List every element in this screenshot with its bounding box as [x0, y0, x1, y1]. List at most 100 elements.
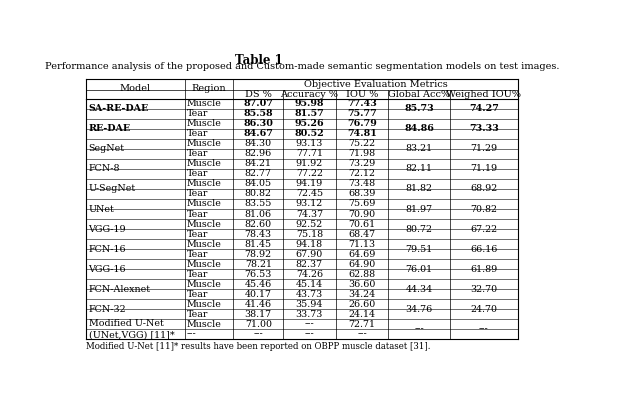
Text: 74.26: 74.26	[296, 269, 323, 278]
Text: 81.97: 81.97	[406, 204, 433, 214]
Text: 43.73: 43.73	[296, 290, 323, 299]
Text: FCN-8: FCN-8	[88, 164, 120, 173]
Text: Tear: Tear	[187, 269, 209, 278]
Text: 44.34: 44.34	[406, 284, 433, 293]
Text: Modified U-Net
(UNet,VGG) [11]*: Modified U-Net (UNet,VGG) [11]*	[88, 319, 174, 339]
Text: 74.81: 74.81	[347, 129, 377, 138]
Text: ---: ---	[414, 325, 424, 334]
Text: 81.82: 81.82	[406, 184, 433, 193]
Text: 36.60: 36.60	[348, 280, 376, 289]
Text: 67.90: 67.90	[296, 249, 323, 258]
Text: 84.86: 84.86	[404, 125, 434, 133]
Text: SA-RE-DAE: SA-RE-DAE	[88, 105, 148, 114]
Text: Tear: Tear	[187, 109, 209, 118]
Text: Muscle: Muscle	[187, 280, 222, 289]
Text: 93.12: 93.12	[296, 199, 323, 208]
Text: 71.00: 71.00	[244, 319, 272, 328]
Text: 79.51: 79.51	[405, 245, 433, 254]
Text: 45.46: 45.46	[244, 280, 272, 289]
Text: 82.77: 82.77	[244, 169, 272, 178]
Text: 64.69: 64.69	[348, 249, 376, 258]
Text: 71.13: 71.13	[349, 240, 376, 249]
Text: 81.57: 81.57	[294, 109, 324, 118]
Text: 83.21: 83.21	[406, 144, 433, 153]
Text: 61.89: 61.89	[470, 265, 497, 274]
Text: 68.92: 68.92	[470, 184, 497, 193]
Text: FCN-Alexnet: FCN-Alexnet	[88, 284, 150, 293]
Text: ---: ---	[305, 330, 314, 339]
Text: 82.37: 82.37	[296, 260, 323, 269]
Text: Muscle: Muscle	[187, 219, 222, 228]
Text: 81.45: 81.45	[244, 240, 272, 249]
Text: 73.33: 73.33	[469, 125, 499, 133]
Text: 71.29: 71.29	[470, 144, 497, 153]
Text: 76.79: 76.79	[348, 119, 377, 129]
Text: Tear: Tear	[187, 149, 209, 158]
Text: 76.53: 76.53	[244, 269, 272, 278]
Text: 41.46: 41.46	[244, 300, 272, 309]
Text: 73.48: 73.48	[349, 179, 376, 188]
Text: IOU %: IOU %	[346, 90, 378, 99]
Text: 95.26: 95.26	[294, 119, 324, 129]
Text: 86.30: 86.30	[243, 119, 273, 129]
Text: 26.60: 26.60	[348, 300, 376, 309]
Text: RE-DAE: RE-DAE	[88, 125, 131, 133]
Text: Weighed IOU%: Weighed IOU%	[446, 90, 521, 99]
Text: Tear: Tear	[187, 249, 209, 258]
Text: 75.77: 75.77	[348, 109, 377, 118]
Text: 80.52: 80.52	[294, 129, 324, 138]
Text: 73.29: 73.29	[348, 160, 376, 168]
Text: 74.37: 74.37	[296, 210, 323, 219]
Text: 74.27: 74.27	[469, 105, 499, 114]
Text: Tear: Tear	[187, 230, 209, 239]
Text: ---: ---	[187, 330, 196, 339]
Text: Muscle: Muscle	[187, 140, 222, 149]
Text: Performance analysis of the proposed and Custom-made semantic segmentation model: Performance analysis of the proposed and…	[45, 62, 559, 71]
Text: Muscle: Muscle	[187, 319, 222, 328]
Text: 84.21: 84.21	[244, 160, 272, 168]
Text: 32.70: 32.70	[470, 284, 497, 293]
Text: 66.16: 66.16	[470, 245, 497, 254]
Text: 34.24: 34.24	[349, 290, 376, 299]
Text: 35.94: 35.94	[296, 300, 323, 309]
Text: 40.17: 40.17	[244, 290, 272, 299]
Text: 68.39: 68.39	[348, 190, 376, 199]
Text: 71.19: 71.19	[470, 164, 497, 173]
Text: 84.67: 84.67	[243, 129, 273, 138]
Text: 77.43: 77.43	[347, 99, 377, 108]
Text: 78.21: 78.21	[244, 260, 272, 269]
Text: 68.47: 68.47	[349, 230, 376, 239]
Text: 24.14: 24.14	[349, 310, 376, 319]
Text: 70.90: 70.90	[349, 210, 376, 219]
Text: 67.22: 67.22	[470, 225, 497, 234]
Text: 70.82: 70.82	[470, 204, 497, 214]
Text: 92.52: 92.52	[296, 219, 323, 228]
Text: U-SegNet: U-SegNet	[88, 184, 136, 193]
Text: SegNet: SegNet	[88, 144, 125, 153]
Text: VGG-19: VGG-19	[88, 225, 126, 234]
Text: 34.76: 34.76	[405, 304, 433, 314]
Text: FCN-16: FCN-16	[88, 245, 126, 254]
Text: 70.61: 70.61	[349, 219, 376, 228]
Text: 82.60: 82.60	[244, 219, 272, 228]
Text: 62.88: 62.88	[349, 269, 376, 278]
Text: Region: Region	[192, 84, 227, 93]
Text: Modified U-Net [11]* results have been reported on OBPP muscle dataset [31].: Modified U-Net [11]* results have been r…	[86, 342, 431, 351]
Text: 75.69: 75.69	[348, 199, 376, 208]
Text: ---: ---	[357, 330, 367, 339]
Text: Tear: Tear	[187, 290, 209, 299]
Text: 84.05: 84.05	[244, 179, 272, 188]
Text: 83.55: 83.55	[244, 199, 272, 208]
Text: 81.06: 81.06	[244, 210, 272, 219]
Text: 71.98: 71.98	[349, 149, 376, 158]
Text: Global Acc%: Global Acc%	[388, 90, 450, 99]
Text: 87.07: 87.07	[243, 99, 273, 108]
Text: 38.17: 38.17	[244, 310, 272, 319]
Text: 93.13: 93.13	[296, 140, 323, 149]
Text: Muscle: Muscle	[187, 260, 222, 269]
Text: 78.43: 78.43	[244, 230, 272, 239]
Text: 77.22: 77.22	[296, 169, 323, 178]
Text: 85.73: 85.73	[404, 105, 434, 114]
Text: Tear: Tear	[187, 190, 209, 199]
Text: Muscle: Muscle	[187, 160, 222, 168]
